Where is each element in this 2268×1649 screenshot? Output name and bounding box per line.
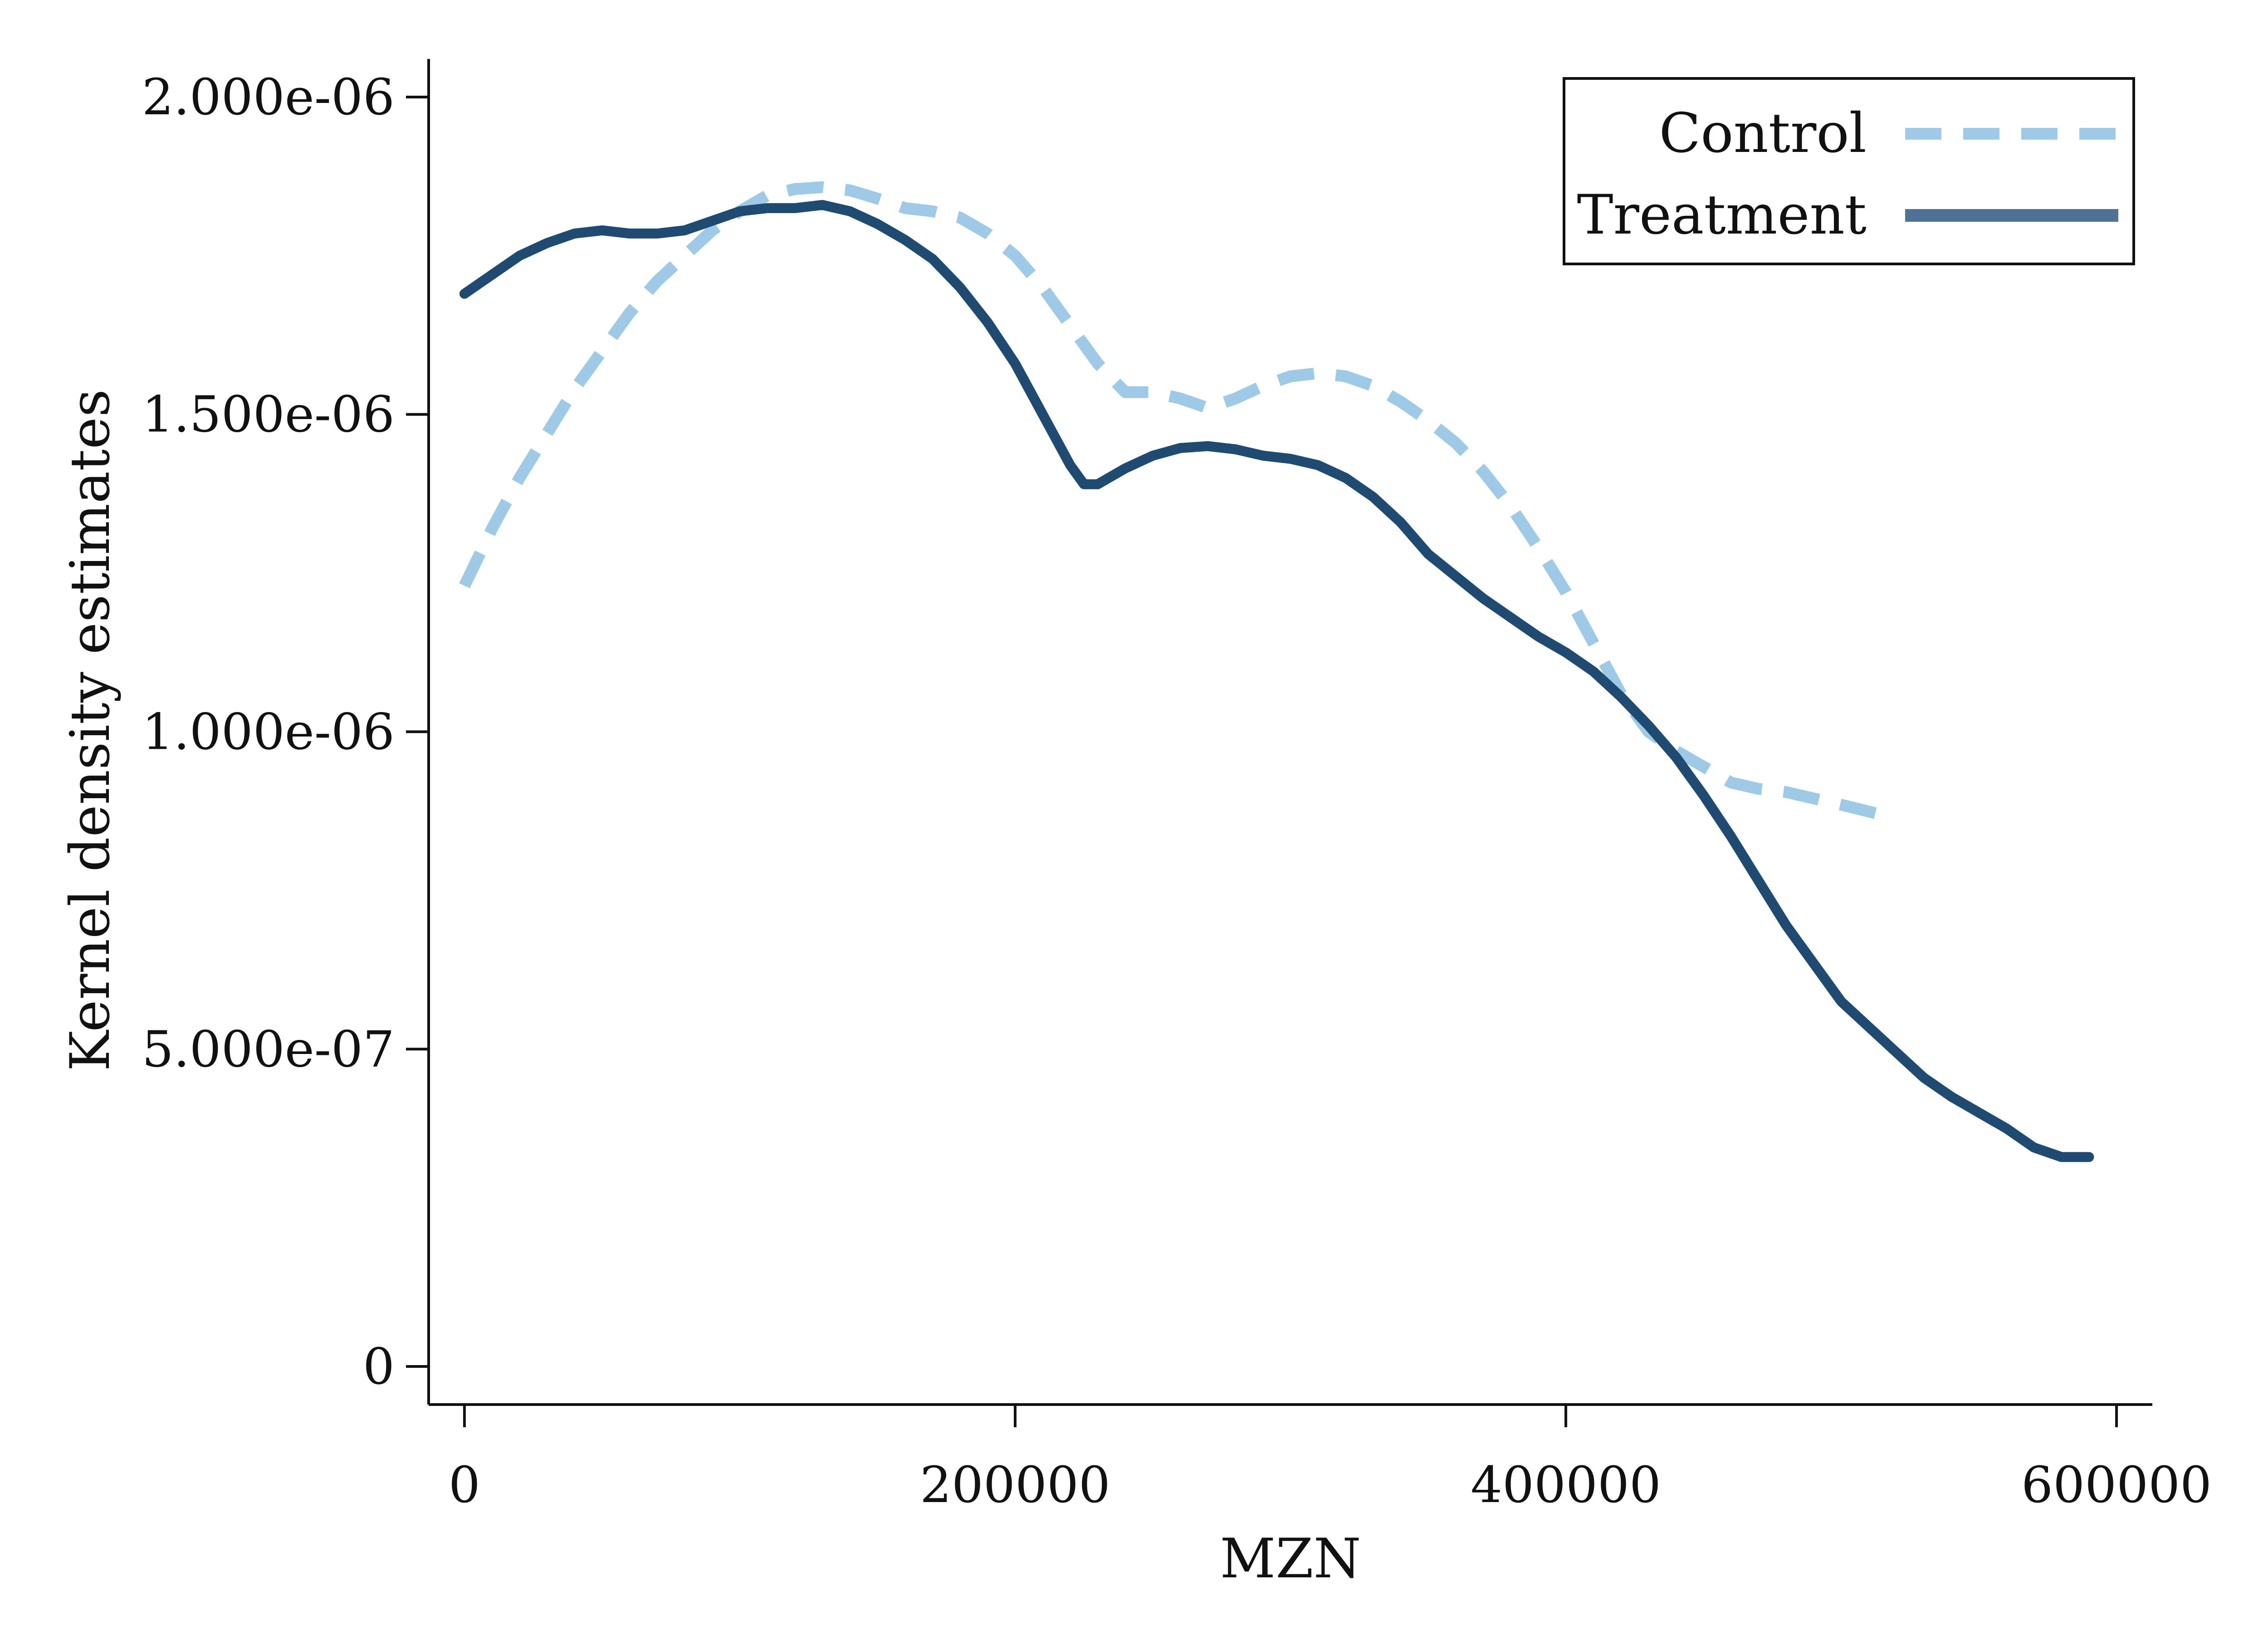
x-axis-title: MZN — [1220, 1527, 1361, 1590]
series-layer — [459, 181, 2094, 1162]
y-tick-label: 5.000e-07 — [142, 1020, 395, 1078]
y-tick-label: 2.000e-06 — [142, 68, 395, 126]
y-tick-label: 1.000e-06 — [142, 703, 395, 761]
axes: 0 5.000e-07 1.000e-06 1.500e-06 2.000e-06 0 2… — [142, 59, 2212, 1514]
x-tick-label: 600000 — [2021, 1456, 2212, 1514]
x-tick-label: 0 — [449, 1456, 480, 1514]
x-tick-label: 400000 — [1471, 1456, 1661, 1514]
legend-label-control: Control — [1659, 102, 1867, 165]
legend-label-treatment: Treatment — [1577, 184, 1867, 247]
y-axis-title: Kernel density estimates — [59, 389, 122, 1071]
y-ticks: 0 5.000e-07 1.000e-06 1.500e-06 2.000e-06 — [142, 68, 429, 1395]
x-ticks: 0 200000 400000 600000 — [449, 1405, 2212, 1514]
y-tick-label: 1.500e-06 — [142, 385, 395, 444]
legend: Control Treatment — [1563, 77, 2135, 265]
legend-box — [1563, 77, 2135, 265]
x-tick-label: 200000 — [920, 1456, 1110, 1514]
series-line-treatment — [459, 200, 2094, 1162]
legend-items: Control Treatment — [1577, 102, 2118, 247]
y-tick-label: 0 — [363, 1337, 395, 1395]
